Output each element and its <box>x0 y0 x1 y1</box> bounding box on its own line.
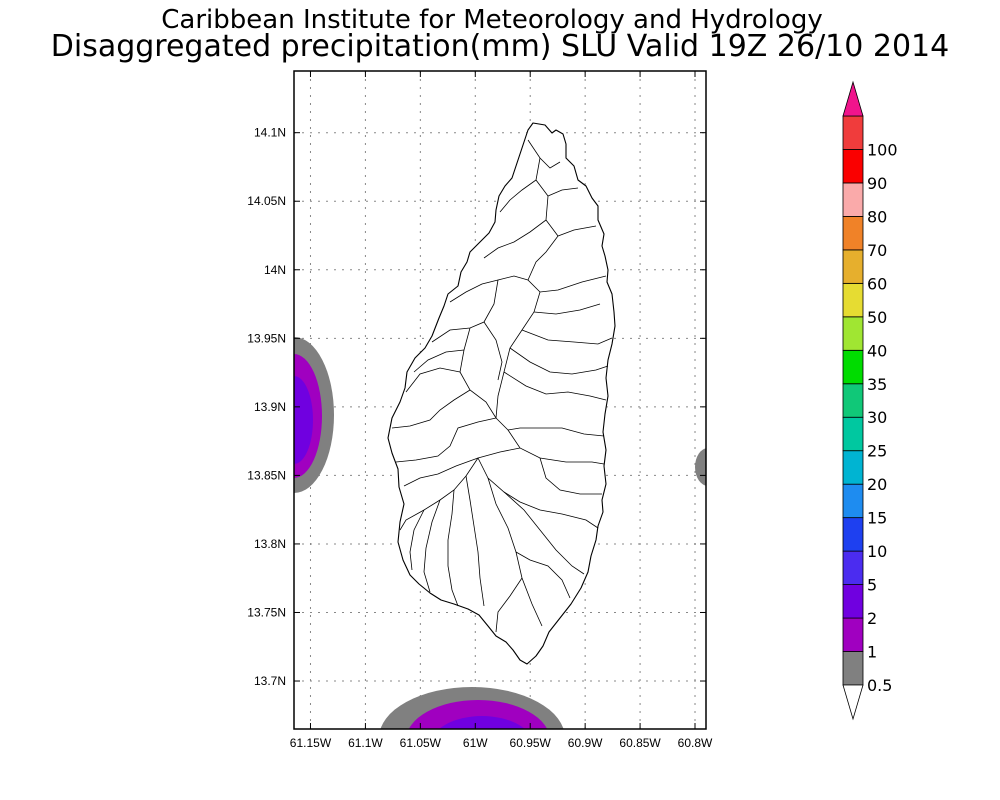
colorbar-label: 30 <box>867 408 887 427</box>
colorbar-under-triangle <box>842 684 864 721</box>
lon-tick-label: 60.8W <box>678 736 713 750</box>
title-line-1: Caribbean Institute for Meteorology and … <box>161 5 822 35</box>
colorbar-label: 90 <box>867 174 887 193</box>
colorbar-segment <box>842 182 864 217</box>
colorbar-segment <box>842 349 864 385</box>
colorbar-label: 80 <box>867 207 887 226</box>
lon-tick-label: 60.85W <box>619 736 661 750</box>
lon-tick-label: 61.05W <box>400 736 442 750</box>
watershed-boundaries <box>391 139 613 633</box>
colorbar-segment <box>842 550 864 585</box>
lat-tick-label: 13.8N <box>254 537 286 551</box>
colorbar-label: 70 <box>867 241 887 260</box>
colorbar-label: 10 <box>867 542 887 561</box>
colorbar-segment <box>842 115 864 150</box>
colorbar-segment <box>842 651 864 686</box>
island-coastline <box>387 122 616 665</box>
colorbar-segment <box>842 617 864 652</box>
precip-west-core <box>294 376 313 464</box>
lon-tick-label: 61.15W <box>290 736 332 750</box>
map-panel: 61.15W 61.1W 61.05W 61W 60.95W 60.9W 60.85W 60.… <box>247 70 713 750</box>
colorbar-label: 1 <box>867 643 877 662</box>
lat-tick-label: 13.85N <box>247 468 286 482</box>
lon-tick-label: 60.9W <box>568 736 603 750</box>
colorbar-segment <box>842 517 864 552</box>
lat-tick-label: 13.9N <box>254 400 286 414</box>
colorbar-label: 0.5 <box>867 676 892 695</box>
colorbar-label: 5 <box>867 576 877 595</box>
colorbar-segment <box>842 450 864 485</box>
title-line-2: Disaggregated precipitation(mm) SLU Vali… <box>51 29 949 64</box>
lat-tick-label: 13.95N <box>247 331 286 345</box>
island-saint-lucia <box>387 122 616 665</box>
colorbar-segment <box>842 416 864 452</box>
colorbar-label: 15 <box>867 509 887 528</box>
lat-tick-label: 14.05N <box>247 194 286 208</box>
colorbar-segment <box>842 584 864 619</box>
colorbar-segment <box>842 282 864 318</box>
colorbar-label: 40 <box>867 341 887 360</box>
lat-tick-label: 13.7N <box>254 674 286 688</box>
colorbar-label: 50 <box>867 308 887 327</box>
lat-tick-label: 13.75N <box>247 605 286 619</box>
colorbar-segment <box>842 216 864 251</box>
map-frame <box>293 70 707 730</box>
lat-tick-label: 14.1N <box>254 126 286 140</box>
colorbar-over-triangle <box>842 80 864 117</box>
lon-tick-label: 60.95W <box>510 736 552 750</box>
lon-tick-label: 61W <box>463 736 488 750</box>
colorbar-segment <box>842 316 864 351</box>
colorbar-label: 20 <box>867 475 887 494</box>
colorbar-segment <box>842 383 864 418</box>
colorbar-label: 60 <box>867 274 887 293</box>
colorbar-segment <box>842 483 864 519</box>
lat-tick-label: 14N <box>264 263 286 277</box>
colorbar-label: 35 <box>867 375 887 394</box>
precipitation-field <box>294 337 706 729</box>
lon-tick-label: 61.1W <box>348 736 383 750</box>
precip-east-outer <box>695 448 706 486</box>
colorbar-segment <box>842 149 864 184</box>
colorbar-label: 25 <box>867 442 887 461</box>
colorbar-segment <box>842 249 864 284</box>
colorbar-label: 2 <box>867 609 877 628</box>
axes: 61.15W 61.1W 61.05W 61W 60.95W 60.9W 60.85W 60.… <box>247 71 713 750</box>
colorbar-label: 100 <box>867 140 898 159</box>
precip-south-core <box>439 716 525 729</box>
